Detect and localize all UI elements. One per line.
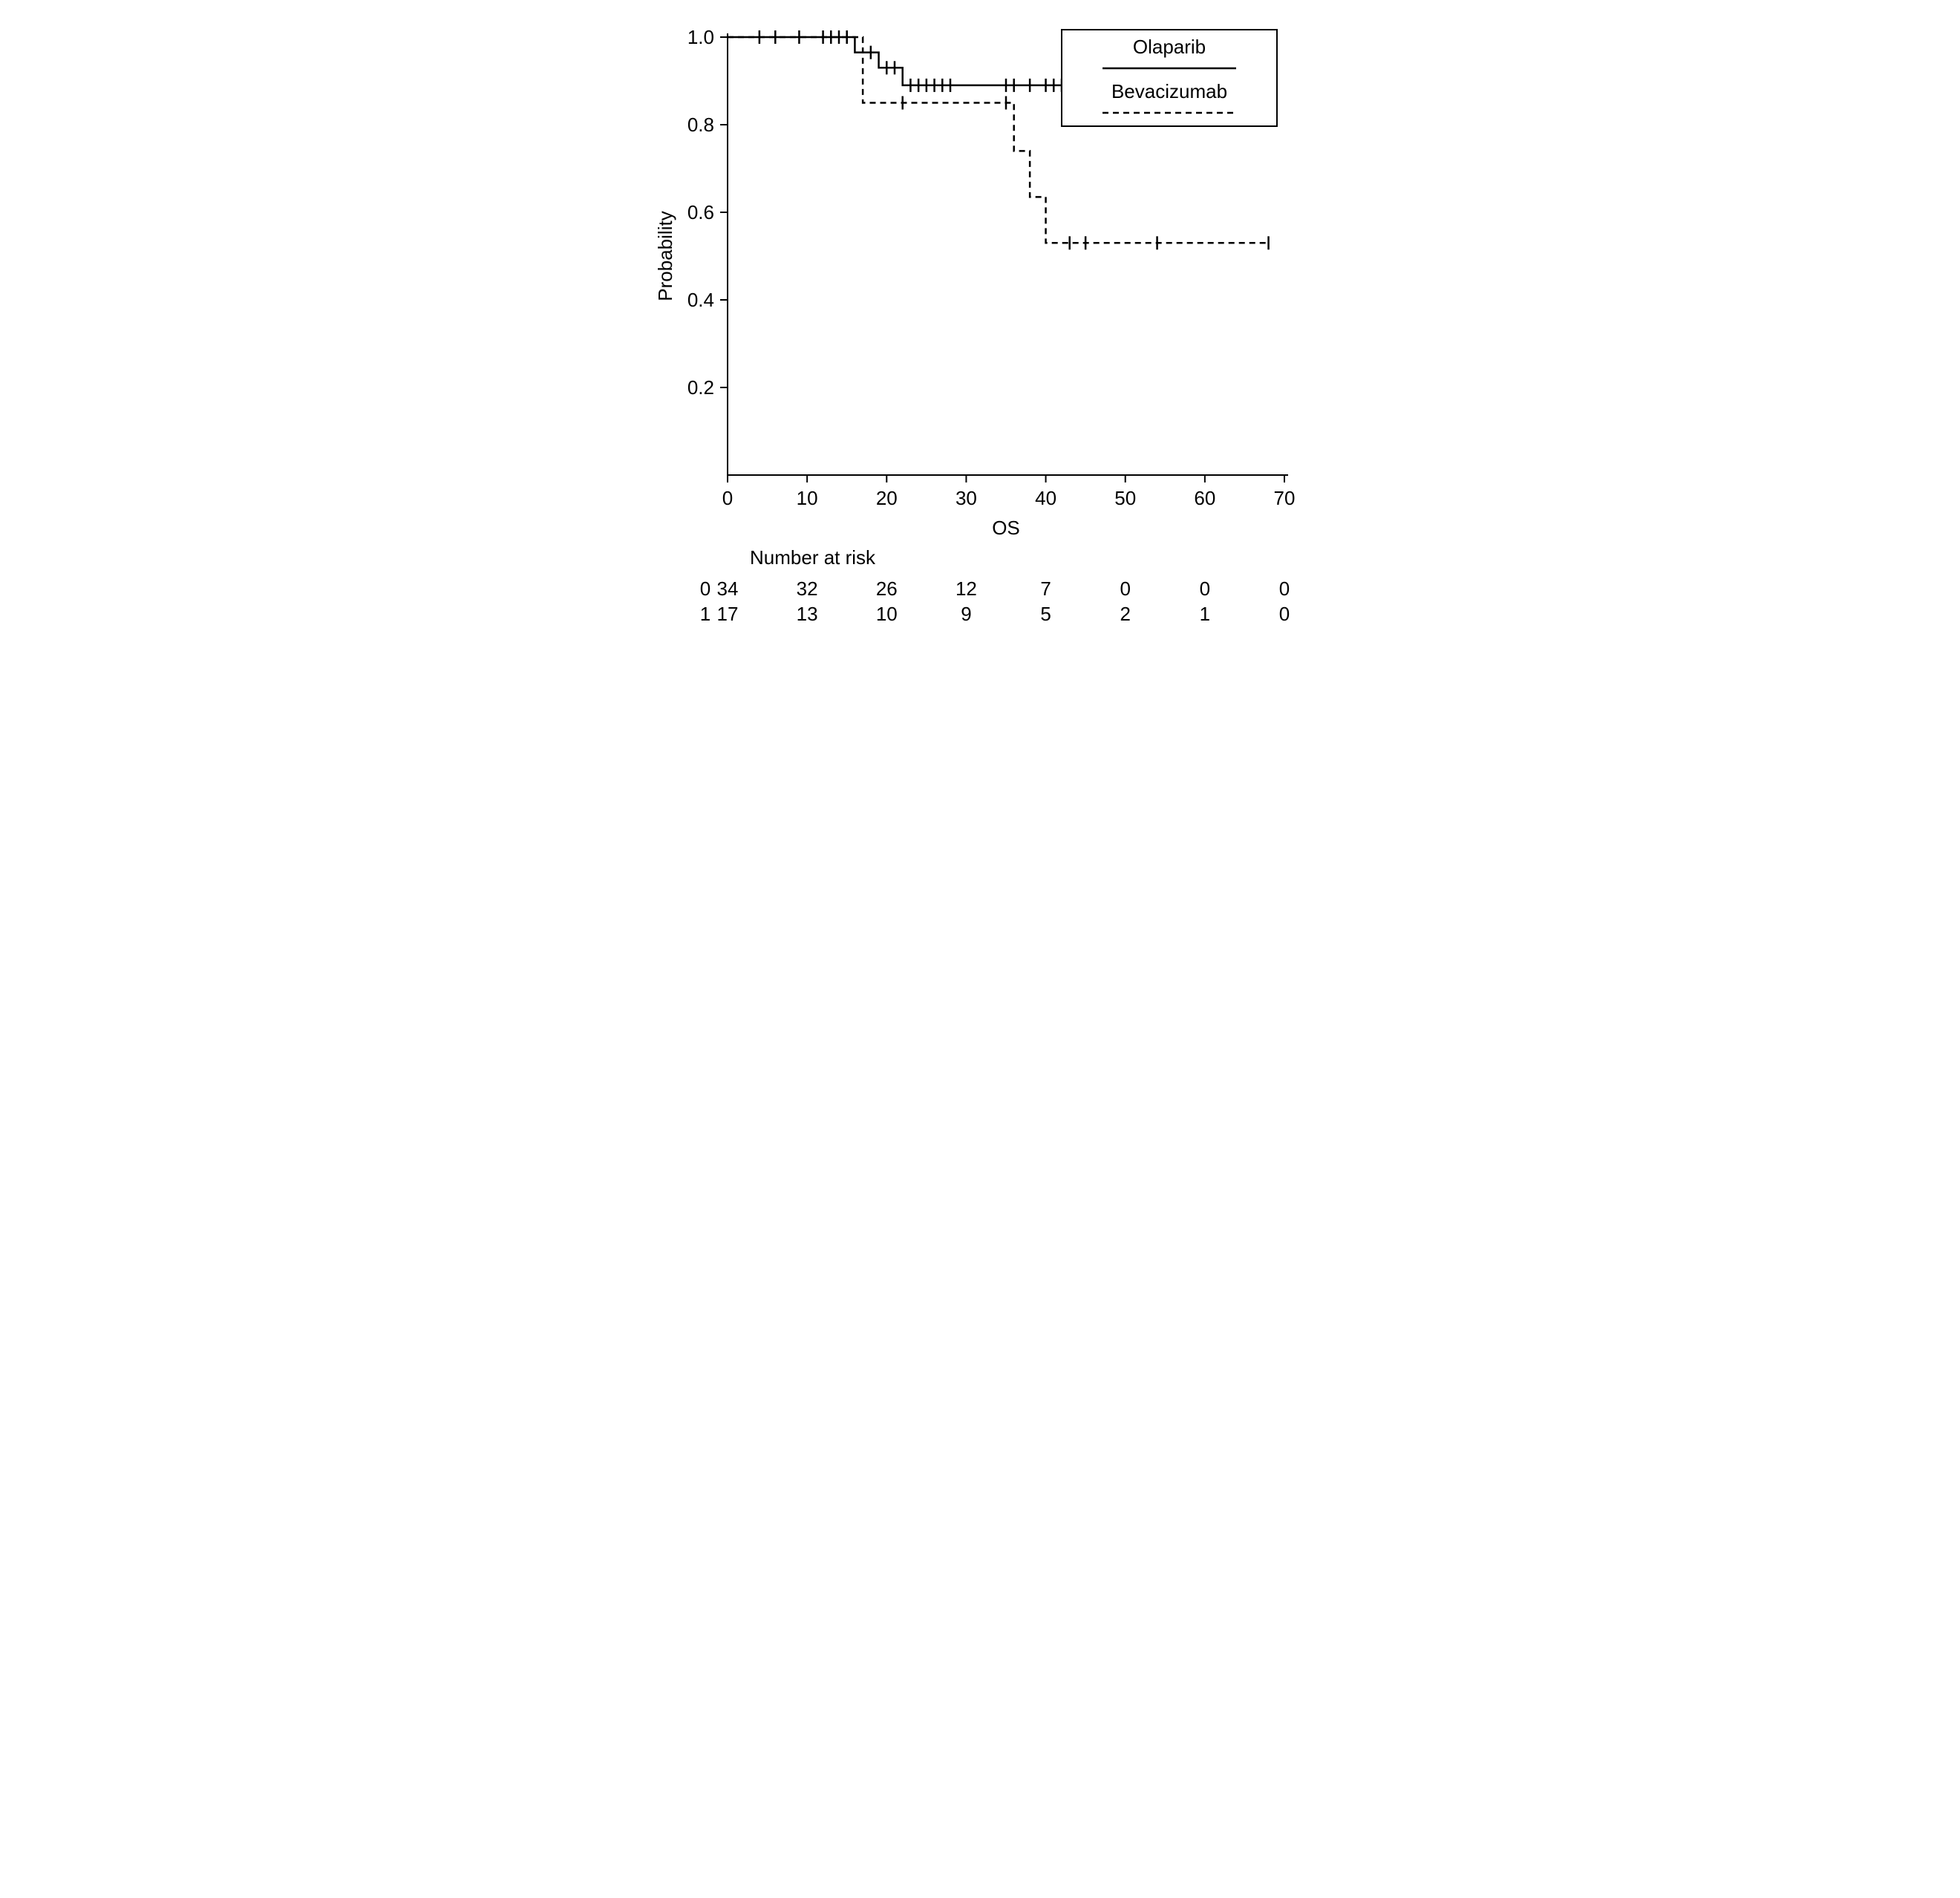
risk-cell: 0: [1120, 577, 1130, 600]
risk-row-label: 0: [700, 577, 710, 600]
x-tick-label: 60: [1194, 487, 1215, 509]
risk-cell: 1: [1200, 603, 1210, 625]
y-tick-label: 0.4: [687, 289, 714, 311]
x-tick-label: 70: [1274, 487, 1296, 509]
risk-row-label: 1: [700, 603, 710, 625]
x-tick-label: 50: [1114, 487, 1136, 509]
y-axis-title: Probability: [654, 211, 676, 301]
risk-table-title: Number at risk: [750, 546, 876, 569]
x-tick-label: 10: [797, 487, 818, 509]
risk-cell: 12: [956, 577, 977, 600]
x-tick-label: 40: [1035, 487, 1056, 509]
legend-label-olaparib: Olaparib: [1133, 36, 1206, 58]
km-chart-container: 010203040506070OS0.20.40.60.81.0Probabil…: [646, 15, 1314, 661]
risk-cell: 5: [1040, 603, 1051, 625]
y-tick-label: 0.6: [687, 201, 714, 223]
risk-cell: 13: [797, 603, 818, 625]
km-curve-olaparib: [728, 37, 1085, 85]
x-axis-title: OS: [992, 517, 1020, 539]
risk-cell: 26: [876, 577, 898, 600]
risk-cell: 32: [797, 577, 818, 600]
risk-cell: 0: [1200, 577, 1210, 600]
risk-cell: 10: [876, 603, 898, 625]
y-tick-label: 1.0: [687, 26, 714, 48]
x-tick-label: 20: [876, 487, 898, 509]
x-tick-label: 0: [722, 487, 733, 509]
risk-cell: 7: [1040, 577, 1051, 600]
x-tick-label: 30: [956, 487, 977, 509]
risk-cell: 2: [1120, 603, 1130, 625]
legend-label-bevacizumab: Bevacizumab: [1111, 80, 1227, 102]
risk-cell: 17: [717, 603, 739, 625]
y-tick-label: 0.2: [687, 376, 714, 399]
risk-cell: 0: [1279, 577, 1290, 600]
risk-cell: 0: [1279, 603, 1290, 625]
y-tick-label: 0.8: [687, 114, 714, 136]
risk-cell: 9: [961, 603, 971, 625]
km-svg: 010203040506070OS0.20.40.60.81.0Probabil…: [646, 15, 1314, 661]
risk-cell: 34: [717, 577, 739, 600]
